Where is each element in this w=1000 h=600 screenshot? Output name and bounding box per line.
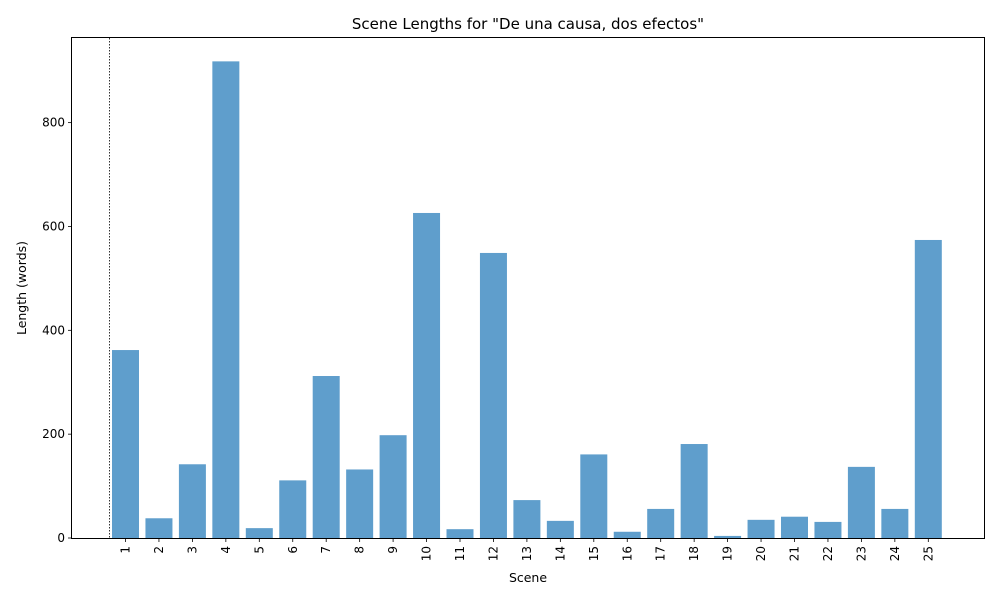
y-tick-label: 800	[42, 116, 65, 130]
bars	[112, 61, 942, 538]
x-tick-label: 19	[721, 546, 735, 561]
bar-scene-11	[446, 529, 474, 538]
bar-scene-22	[814, 521, 842, 538]
bar-scene-9	[379, 435, 407, 538]
y-axis: 0 200 400 600 800	[42, 116, 72, 545]
y-tick-label: 600	[42, 219, 65, 233]
x-tick-label: 5	[252, 546, 266, 554]
bar-scene-3	[178, 464, 206, 538]
x-tick-label: 15	[587, 546, 601, 561]
bar-scene-12	[479, 252, 507, 538]
bar-scene-21	[781, 516, 808, 538]
bar-scene-16	[613, 531, 641, 538]
x-tick-label: 1	[119, 546, 133, 554]
x-tick-label: 13	[520, 546, 534, 561]
y-axis-label: Length (words)	[14, 241, 29, 335]
bar-scene-7	[312, 376, 340, 538]
y-tick-label: 200	[42, 427, 65, 441]
bar-scene-13	[513, 500, 541, 538]
bar-scene-23	[847, 466, 875, 538]
x-tick-label: 12	[486, 546, 500, 561]
x-tick-label: 21	[788, 546, 802, 561]
bar-scene-17	[647, 508, 675, 538]
bar-scene-6	[279, 480, 307, 538]
x-tick-label: 16	[620, 546, 634, 561]
bar-scene-10	[413, 212, 441, 538]
bar-scene-20	[747, 519, 775, 538]
bar-scene-8	[346, 469, 374, 538]
bar-scene-4	[212, 61, 240, 538]
chart-title: Scene Lengths for "De una causa, dos efe…	[352, 15, 704, 33]
x-tick-label: 4	[219, 546, 233, 554]
x-tick-label: 3	[185, 546, 199, 554]
y-tick-label: 400	[42, 323, 65, 337]
x-tick-label: 24	[888, 546, 902, 561]
bar-scene-5	[245, 528, 273, 538]
y-tick-label: 0	[57, 531, 65, 545]
bar-scene-1	[112, 350, 139, 538]
x-tick-label: 7	[319, 546, 333, 554]
x-tick-label: 17	[654, 546, 668, 561]
x-tick-label: 20	[754, 546, 768, 561]
bar-scene-19	[714, 535, 742, 538]
x-axis: 1 2 3 4 5 6 7 8 9 10 11 12 13 14 15 16 17 18 19 20 21 22 23 24 2…	[119, 538, 935, 561]
bar-scene-25	[914, 239, 942, 538]
x-tick-label: 14	[553, 546, 567, 561]
x-tick-label: 9	[386, 546, 400, 554]
x-tick-label: 11	[453, 546, 467, 561]
bar-scene-18	[680, 444, 708, 538]
x-tick-label: 8	[353, 546, 367, 554]
x-axis-label: Scene	[509, 570, 547, 585]
x-tick-label: 25	[921, 546, 935, 561]
bar-scene-15	[580, 454, 608, 538]
x-tick-label: 2	[152, 546, 166, 554]
bar-scene-24	[881, 508, 909, 538]
x-tick-label: 22	[821, 546, 835, 561]
plot-area	[71, 37, 985, 539]
bar-scene-14	[546, 520, 574, 538]
x-tick-label: 23	[854, 546, 868, 561]
bar-scene-2	[145, 518, 173, 538]
x-tick-label: 18	[687, 546, 701, 561]
x-tick-label: 10	[420, 546, 434, 561]
x-tick-label: 6	[286, 546, 300, 554]
